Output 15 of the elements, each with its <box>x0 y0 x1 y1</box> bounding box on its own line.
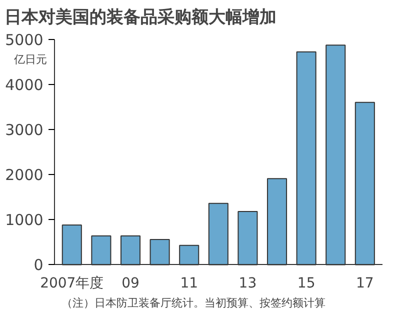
x-tick-label: 2007年度 <box>40 276 104 292</box>
x-tick-label: 15 <box>297 276 316 292</box>
y-tick-label: 1000 <box>5 211 44 230</box>
chart-title: 日本对美国的装备品采购额大幅增加 <box>4 8 276 28</box>
x-tick-label: 11 <box>180 276 198 292</box>
y-tick-label: 3000 <box>5 120 44 139</box>
y-tick-label: 0 <box>34 256 44 274</box>
x-tick-label: 17 <box>356 276 374 292</box>
y-tick-label: 5000 <box>5 30 44 49</box>
x-tick-label: 13 <box>238 276 257 292</box>
y-tick-label: 4000 <box>5 76 44 94</box>
y-tick-label: 2000 <box>5 166 44 184</box>
text: （注）日本防卫装备厅统计。当初预算、按签约额计算 <box>62 296 326 310</box>
x-tick-label: 09 <box>122 276 140 292</box>
y-axis-title: 亿日元 <box>12 52 47 66</box>
